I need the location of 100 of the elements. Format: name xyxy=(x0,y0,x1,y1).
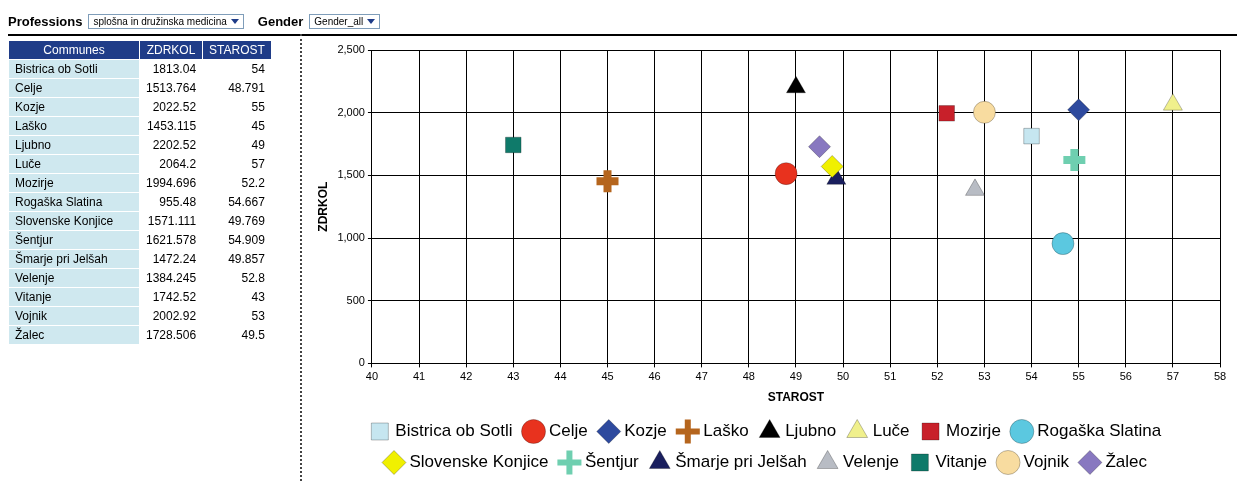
text: Rogaška Slatina xyxy=(9,193,139,211)
point xyxy=(596,170,619,193)
y-tick-label: 2,500 xyxy=(337,43,365,56)
text: splošna in družinska medicina xyxy=(88,13,244,29)
legend-label: Ljubno xyxy=(785,421,837,441)
x-tick-label: 49 xyxy=(789,370,803,383)
text: 43 xyxy=(250,289,266,306)
text: 53 xyxy=(250,308,266,325)
x-tick-label: 54 xyxy=(1025,370,1038,383)
text: 2002.92 xyxy=(151,308,198,325)
x-tick-label: 55 xyxy=(1072,370,1085,383)
point xyxy=(808,135,832,159)
text: 49.857 xyxy=(227,251,266,268)
y-tick-label: 1,500 xyxy=(337,168,365,181)
legend-label: Žalec xyxy=(1105,452,1148,472)
text: 2064.2 xyxy=(158,156,198,173)
point xyxy=(972,100,996,124)
legend-label: Vojnik xyxy=(1023,452,1070,472)
text: Vitanje xyxy=(9,288,139,306)
text: 955.48 xyxy=(158,194,198,211)
text: Ljubno xyxy=(9,136,139,154)
x-tick-label: 43 xyxy=(507,370,520,383)
legend-label: Bistrica ob Sotli xyxy=(395,421,513,441)
x-tick-label: 46 xyxy=(648,370,661,383)
text: 57 xyxy=(250,156,266,173)
x-tick-label: 52 xyxy=(931,370,944,383)
point xyxy=(1063,149,1086,172)
text: Vojnik xyxy=(9,307,139,325)
legend-label: Slovenske Konjice xyxy=(409,452,549,472)
text: 52.8 xyxy=(240,270,266,287)
text: Mozirje xyxy=(9,174,139,192)
text: Slovenske Konjice xyxy=(9,212,139,230)
text: Gender xyxy=(257,13,304,29)
text: 2022.52 xyxy=(151,99,198,116)
y-tick-label: 0 xyxy=(358,356,365,369)
legend-label: Vitanje xyxy=(935,452,988,472)
text: Šmarje pri Jelšah xyxy=(9,250,139,268)
x-tick-label: 50 xyxy=(836,370,850,383)
text: 54.667 xyxy=(227,194,266,211)
text: STAROST xyxy=(203,41,271,59)
text: 1384.245 xyxy=(145,270,198,287)
legend-label: Mozirje xyxy=(946,421,1001,441)
y-tick-label: 500 xyxy=(346,293,365,306)
x-tick-label: 57 xyxy=(1166,370,1180,383)
x-tick-label: 42 xyxy=(460,370,473,383)
text: Celje xyxy=(9,79,139,97)
text: 1994.696 xyxy=(145,175,198,192)
text: 1813.04 xyxy=(151,61,198,78)
point xyxy=(1023,127,1040,145)
legend-label: Kozje xyxy=(624,421,667,441)
y-tick-label: 2,000 xyxy=(337,105,365,118)
y-axis-title: ZDRKOL xyxy=(315,181,330,232)
x-tick-label: 45 xyxy=(601,370,614,383)
text: 54.909 xyxy=(227,232,266,249)
text: Gender_all xyxy=(309,13,381,29)
text: 2202.52 xyxy=(151,137,198,154)
text: 48.791 xyxy=(227,80,266,97)
x-tick-label: 48 xyxy=(742,370,755,383)
text: 1621.578 xyxy=(145,232,198,249)
legend-label: Šmarje pri Jelšah xyxy=(675,452,807,472)
text: Žalec xyxy=(9,326,139,344)
legend-label: Rogaška Slatina xyxy=(1037,421,1162,441)
x-tick-label: 56 xyxy=(1119,370,1132,383)
x-tick-label: 58 xyxy=(1213,370,1227,383)
text: 1453.115 xyxy=(145,118,198,135)
x-tick-label: 44 xyxy=(554,370,567,383)
x-axis-title: STAROST xyxy=(767,390,825,405)
legend-label: Šentjur xyxy=(584,452,640,472)
legend-label: Luče xyxy=(872,421,910,441)
text: 54 xyxy=(250,61,266,78)
text: 1742.52 xyxy=(151,289,198,306)
text: 49.769 xyxy=(227,213,266,230)
text: 1728.506 xyxy=(145,327,198,344)
point xyxy=(820,154,844,178)
text: Professions xyxy=(8,13,83,29)
text: 1513.764 xyxy=(145,80,198,97)
text: 49.5 xyxy=(240,327,266,344)
x-tick-label: 47 xyxy=(695,370,708,383)
point xyxy=(504,136,522,154)
text: Šentjur xyxy=(9,231,139,249)
y-tick-label: 1,000 xyxy=(337,231,365,244)
text: Luče xyxy=(9,155,139,173)
text: Bistrica ob Sotli xyxy=(9,60,139,78)
x-tick-label: 53 xyxy=(978,370,991,383)
text: 49 xyxy=(250,137,266,154)
x-tick-label: 41 xyxy=(412,370,426,383)
text: Communes xyxy=(9,41,139,59)
point xyxy=(774,162,798,186)
point xyxy=(938,105,956,122)
legend-label: Laško xyxy=(703,421,749,441)
text: ZDRKOL xyxy=(140,41,203,59)
text: 52.2 xyxy=(240,175,266,192)
text: 1472.24 xyxy=(151,251,198,268)
text: Velenje xyxy=(9,269,139,287)
text: Laško xyxy=(9,117,139,135)
point xyxy=(1051,232,1075,256)
x-tick-label: 40 xyxy=(365,370,379,383)
text: 45 xyxy=(250,118,266,135)
point xyxy=(1067,98,1091,122)
text: Kozje xyxy=(9,98,139,116)
